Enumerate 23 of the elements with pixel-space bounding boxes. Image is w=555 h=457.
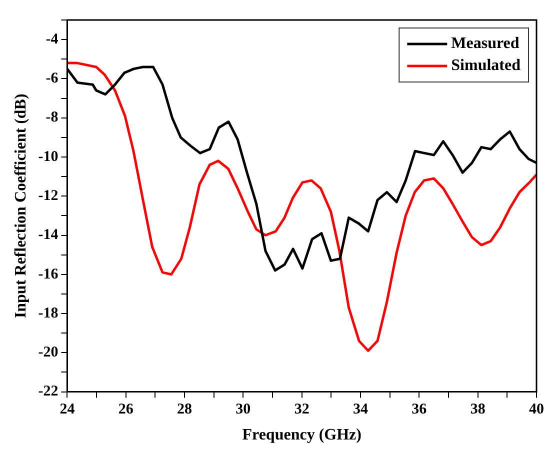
y-tick-label: -10	[38, 148, 58, 165]
y-tick-label: -22	[38, 384, 58, 400]
legend-label: Simulated	[451, 57, 521, 74]
y-tick-label: -6	[46, 70, 59, 87]
x-tick-label: 30	[236, 402, 251, 418]
x-tick-label: 26	[118, 402, 134, 418]
y-tick-label: -20	[38, 344, 58, 361]
x-tick-label: 34	[353, 402, 369, 418]
y-tick-label: -12	[38, 188, 58, 204]
y-tick-label: -14	[38, 227, 59, 244]
y-axis-title: Input Reflection Coefficient (dB)	[12, 94, 30, 318]
x-tick-label: 24	[60, 402, 76, 418]
x-tick-label: 40	[529, 402, 544, 418]
legend-label: Measured	[451, 35, 520, 52]
x-tick-label: 32	[294, 402, 310, 418]
x-axis-title: Frequency (GHz)	[242, 426, 362, 444]
x-tick-label: 38	[470, 402, 486, 418]
y-tick-label: -4	[46, 31, 59, 48]
y-tick-label: -16	[38, 266, 59, 282]
y-tick-label: -18	[38, 305, 58, 322]
x-tick-label: 36	[412, 402, 428, 418]
y-tick-label: -8	[46, 110, 58, 126]
x-tick-label: 28	[177, 402, 192, 418]
